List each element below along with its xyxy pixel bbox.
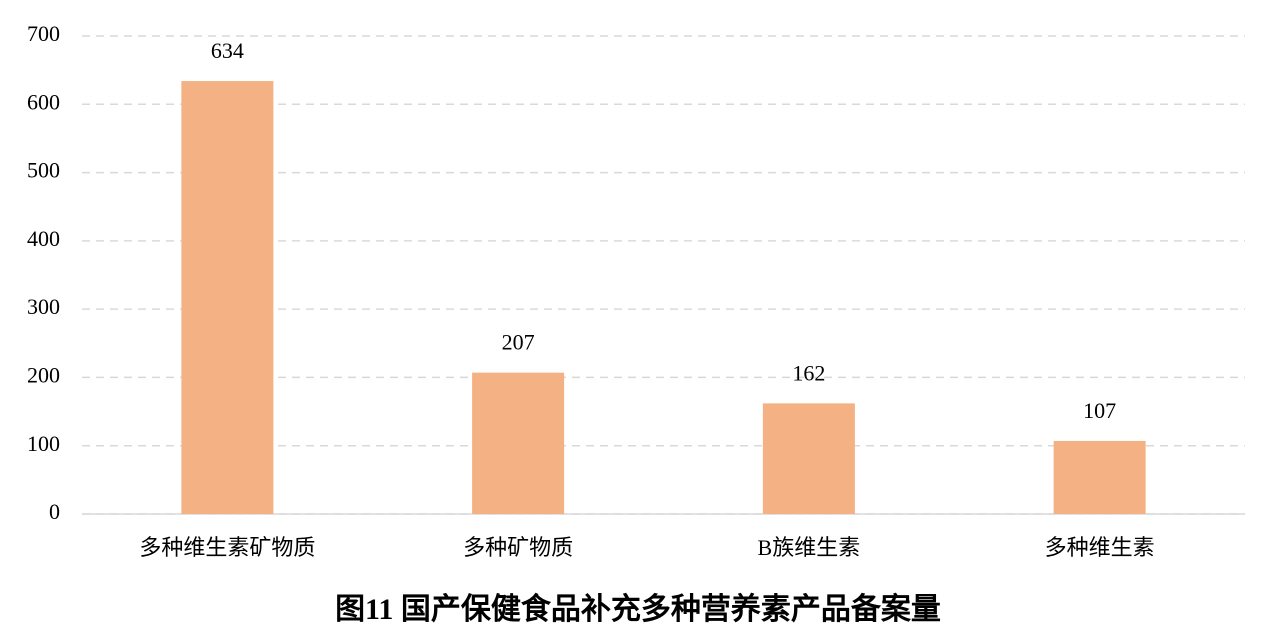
y-tick-label: 700 [27,21,60,46]
data-label: 162 [792,360,825,385]
bar [181,81,274,514]
bar [1053,440,1146,514]
x-tick-label: 多种维生素矿物质 [139,535,315,560]
x-tick-label: 多种维生素 [1045,535,1155,560]
data-label: 107 [1083,398,1116,423]
y-tick-label: 600 [27,89,60,114]
x-tick-label: B族维生素 [758,535,861,560]
data-label: 634 [211,38,244,63]
y-tick-label: 100 [27,431,60,456]
bar [472,372,565,514]
y-tick-label: 400 [27,226,60,251]
data-label: 207 [502,330,535,355]
y-tick-label: 0 [49,499,60,524]
x-tick-label: 多种矿物质 [463,535,573,560]
chart-title: 图11 国产保健食品补充多种营养素产品备案量 [335,592,941,626]
y-tick-label: 500 [27,158,60,183]
y-tick-label: 300 [27,294,60,319]
y-tick-label: 200 [27,362,60,387]
bar [762,403,855,514]
